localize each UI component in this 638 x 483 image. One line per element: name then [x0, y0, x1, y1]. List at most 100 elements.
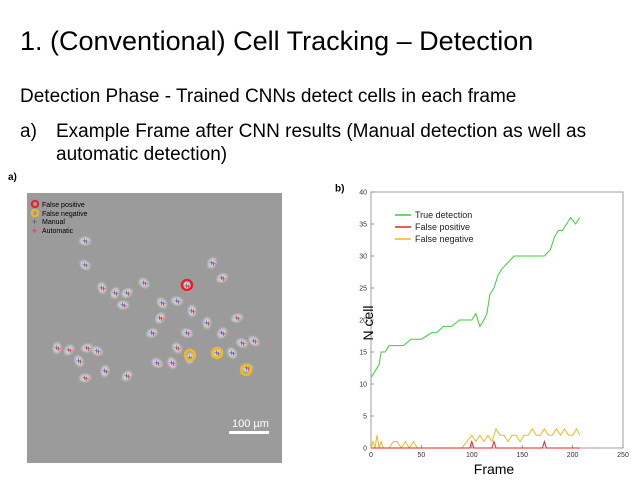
cell-blob — [200, 315, 214, 331]
legend-automatic: Automatic — [42, 228, 74, 235]
cell-blob — [95, 280, 109, 296]
y-tick-label: 5 — [363, 414, 367, 421]
y-tick-label: 10 — [359, 382, 367, 389]
y-tick-label: 35 — [359, 222, 367, 229]
manual-marker: + — [66, 345, 71, 355]
y-tick-label: 25 — [359, 286, 367, 293]
x-tick-label: 0 — [369, 452, 373, 459]
false-positive-legend-icon — [30, 199, 40, 209]
manual-marker: + — [82, 260, 87, 270]
legend-false-positive: False positive — [42, 202, 85, 209]
cell-blob — [136, 276, 152, 290]
automatic-marker: + — [56, 344, 61, 354]
micrograph-panel: + + + + + + + + + + + + + + + + + + + + + + + + + + + + + + + + + + + + + + + +… — [27, 193, 282, 463]
manual-marker: + — [112, 288, 117, 298]
manual-marker: + — [102, 366, 107, 376]
cell-blob — [72, 353, 86, 369]
automatic-marker: + — [161, 299, 166, 309]
panel-b-label: b) — [335, 183, 344, 194]
automatic-marker: + — [176, 344, 181, 354]
series-line — [371, 439, 580, 449]
cell-blob — [115, 298, 131, 312]
cell-blob — [246, 334, 262, 348]
automatic-marker: + — [104, 367, 109, 377]
automatic-marker: + — [246, 364, 251, 374]
manual-marker: + — [141, 278, 146, 288]
legend-false-negative: False negative — [42, 211, 88, 218]
manual-marker: + — [76, 356, 81, 366]
automatic-marker: + — [221, 329, 226, 339]
manual-marker: + — [189, 306, 194, 316]
automatic-legend-icon: + — [32, 226, 37, 236]
manual-marker: + — [251, 336, 256, 346]
automatic-marker: + — [122, 301, 127, 311]
cell-blobs — [50, 235, 262, 385]
automatic-marker: + — [236, 314, 241, 324]
manual-marker: + — [239, 338, 244, 348]
y-tick-label: 20 — [359, 318, 367, 325]
automatic-marker: + — [78, 357, 83, 367]
manual-marker: + — [209, 258, 214, 268]
manual-marker: + — [94, 346, 99, 356]
manual-marker: + — [157, 313, 162, 323]
manual-marker: + — [214, 348, 219, 358]
y-tick-label: 30 — [359, 254, 367, 261]
manual-marker: + — [234, 313, 239, 323]
slide-subtitle: Detection Phase - Trained CNNs detect ce… — [20, 86, 517, 107]
automatic-marker: + — [156, 359, 161, 369]
cell-blob — [169, 294, 185, 308]
manual-marker: + — [82, 373, 87, 383]
slide-title: 1. (Conventional) Cell Tracking – Detect… — [20, 26, 534, 56]
cell-blob — [183, 350, 197, 366]
bullet-text: Example Frame after CNN results (Manual … — [56, 121, 587, 165]
detection-markers: ++++++ ++ ++++++ ++++++++++++++++ ++++++++++… — [54, 236, 258, 384]
panel-a-label: a) — [8, 172, 17, 183]
false-negative-ring — [183, 348, 197, 362]
cell-blob — [215, 325, 229, 341]
manual-marker: + — [149, 328, 154, 338]
manual-marker: + — [184, 281, 189, 291]
cell-blob — [108, 285, 122, 301]
cell-blob — [98, 363, 112, 379]
micrograph-legend: False positive False negative + Manual +… — [30, 199, 88, 236]
series-line — [370, 216, 581, 378]
automatic-marker: + — [114, 289, 119, 299]
micrograph-image: ++++++ ++ ++++++ ++++++++++++++++ ++++++++++… — [30, 199, 269, 434]
x-tick-label: 100 — [466, 452, 478, 459]
cell-blob — [89, 344, 105, 358]
automatic-marker: + — [186, 282, 191, 292]
cell-blob — [229, 311, 245, 325]
manual-marker: + — [124, 371, 129, 381]
manual-marker: + — [244, 363, 249, 373]
automatic-marker: + — [241, 339, 246, 349]
cell-blob — [149, 356, 165, 370]
automatic-marker: + — [206, 319, 211, 329]
manual-marker: + — [99, 283, 104, 293]
automatic-marker: + — [68, 346, 73, 356]
cell-blob — [77, 371, 93, 385]
series-line — [370, 427, 581, 449]
cell-blob — [205, 255, 219, 271]
manual-marker: + — [124, 288, 129, 298]
cell-blob — [170, 340, 184, 356]
cell-blob — [225, 345, 239, 361]
automatic-marker: + — [159, 314, 164, 324]
x-tick-label: 50 — [418, 452, 426, 459]
legend-entry: False negative — [415, 234, 474, 244]
automatic-marker: + — [86, 344, 91, 354]
manual-marker: + — [82, 236, 87, 246]
cell-blob — [214, 271, 230, 285]
automatic-marker: + — [84, 237, 89, 247]
x-tick-label: 150 — [516, 452, 528, 459]
false-positive-ring — [180, 278, 194, 292]
cell-blob — [179, 326, 195, 340]
cell-blob — [62, 342, 76, 358]
cell-blob — [77, 235, 93, 247]
automatic-marker: + — [151, 329, 156, 339]
cell-blob — [144, 326, 160, 340]
automatic-marker: + — [101, 284, 106, 294]
legend-manual: Manual — [42, 219, 65, 226]
manual-marker: + — [174, 343, 179, 353]
false-negative-ring — [239, 363, 253, 377]
manual-marker: + — [204, 318, 209, 328]
